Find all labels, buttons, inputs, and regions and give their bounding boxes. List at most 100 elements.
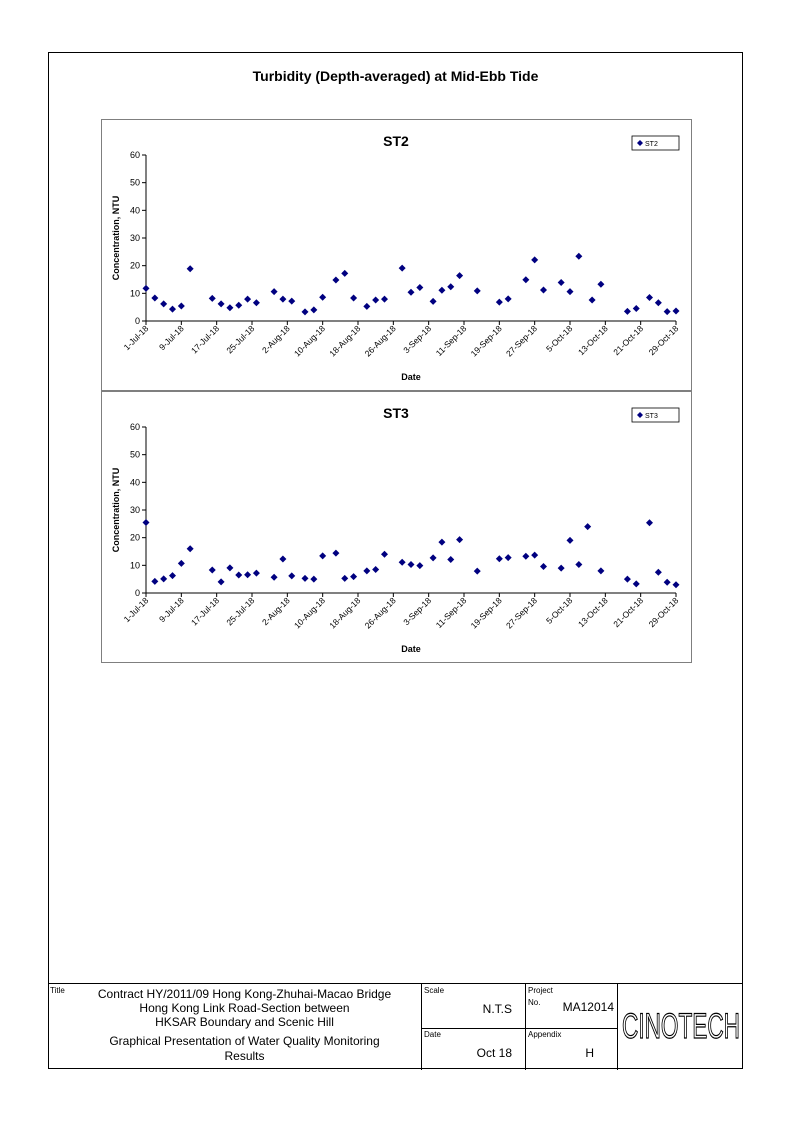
data-point bbox=[244, 571, 252, 579]
data-point bbox=[151, 577, 159, 585]
data-point bbox=[456, 272, 464, 280]
appendix-value: H bbox=[585, 1046, 594, 1060]
x-tick-label: 3-Sep-18 bbox=[401, 595, 433, 627]
x-tick-label: 29-Oct-18 bbox=[647, 323, 681, 357]
x-tick-label: 29-Oct-18 bbox=[647, 595, 681, 629]
legend-box bbox=[631, 135, 680, 151]
y-tick-label: 40 bbox=[130, 477, 140, 487]
x-tick-label: 21-Oct-18 bbox=[611, 323, 645, 357]
data-point bbox=[566, 536, 574, 544]
data-point bbox=[301, 574, 309, 582]
data-point bbox=[575, 252, 583, 260]
title-label: Title bbox=[50, 986, 65, 995]
legend-label: ST3 bbox=[645, 413, 658, 420]
x-tick-label: 17-Jul-18 bbox=[189, 595, 221, 627]
y-tick-label: 30 bbox=[130, 505, 140, 515]
data-point bbox=[531, 551, 539, 559]
y-tick-label: 10 bbox=[130, 560, 140, 570]
data-point bbox=[381, 550, 388, 558]
x-tick-label: 5-Oct-18 bbox=[544, 595, 575, 626]
data-point bbox=[646, 519, 653, 527]
appendix-label: Appendix bbox=[528, 1030, 562, 1039]
title-block: Title Contract HY/2011/09 Hong Kong-Zhuh… bbox=[48, 983, 743, 1070]
x-tick-label: 13-Oct-18 bbox=[576, 323, 610, 357]
x-tick-label: 9-Jul-18 bbox=[157, 323, 186, 352]
x-tick-label: 17-Jul-18 bbox=[189, 323, 221, 355]
data-point bbox=[160, 300, 168, 308]
data-point bbox=[438, 538, 446, 546]
data-point bbox=[416, 284, 424, 292]
data-point bbox=[372, 565, 380, 573]
x-tick-label: 26-Aug-18 bbox=[363, 595, 398, 630]
data-point bbox=[416, 562, 424, 570]
x-tick-label: 1-Jul-18 bbox=[122, 595, 151, 624]
data-point bbox=[363, 302, 371, 310]
y-tick-label: 10 bbox=[130, 288, 140, 298]
x-tick-label: 18-Aug-18 bbox=[327, 323, 362, 358]
page-frame bbox=[48, 52, 743, 1069]
data-point bbox=[301, 308, 309, 316]
data-point bbox=[217, 300, 225, 308]
data-point bbox=[473, 567, 481, 575]
date-label: Date bbox=[424, 1030, 441, 1039]
data-point bbox=[186, 265, 194, 273]
date-value: Oct 18 bbox=[476, 1046, 512, 1060]
y-axis-label: Concentration, NTU bbox=[111, 468, 121, 553]
legend-marker bbox=[637, 140, 643, 146]
data-point bbox=[654, 299, 662, 307]
page-title: Turbidity (Depth-averaged) at Mid-Ebb Ti… bbox=[252, 68, 539, 84]
data-point bbox=[332, 549, 340, 557]
data-point bbox=[226, 304, 234, 312]
data-point bbox=[672, 581, 680, 589]
contract-title: Contract HY/2011/09 Hong Kong-Zhuhai-Mac… bbox=[48, 987, 421, 1029]
y-tick-label: 20 bbox=[130, 533, 140, 543]
no-label: No. bbox=[528, 998, 541, 1007]
data-point bbox=[363, 567, 371, 575]
data-point bbox=[177, 302, 185, 310]
y-tick-label: 0 bbox=[135, 316, 140, 326]
data-point bbox=[310, 306, 318, 314]
y-tick-label: 60 bbox=[130, 422, 140, 432]
x-tick-label: 25-Jul-18 bbox=[224, 595, 256, 627]
data-point bbox=[398, 558, 406, 566]
y-tick-label: 60 bbox=[130, 150, 140, 160]
title-line-1: Contract HY/2011/09 Hong Kong-Zhuhai-Mac… bbox=[97, 987, 392, 1001]
data-point bbox=[169, 305, 176, 313]
legend-label: ST2 bbox=[645, 141, 658, 148]
x-axis-label: Date bbox=[401, 644, 421, 654]
data-point bbox=[429, 554, 437, 562]
data-point bbox=[522, 276, 530, 284]
x-tick-label: 10-Aug-18 bbox=[292, 323, 327, 358]
title-line-3: HKSAR Boundary and Scenic Hill bbox=[155, 1015, 334, 1029]
data-point bbox=[588, 296, 596, 304]
data-point bbox=[663, 308, 671, 316]
data-point bbox=[186, 545, 194, 553]
data-point bbox=[372, 296, 380, 304]
project-label: Project bbox=[528, 986, 553, 995]
data-point bbox=[522, 552, 530, 560]
y-axis-label: Concentration, NTU bbox=[111, 196, 121, 281]
x-tick-label: 10-Aug-18 bbox=[292, 595, 327, 630]
x-axis-label: Date bbox=[401, 372, 421, 382]
divider bbox=[421, 1028, 617, 1029]
data-point bbox=[663, 578, 671, 586]
title-line-2: Hong Kong Link Road-Section between bbox=[139, 1001, 350, 1015]
data-point bbox=[646, 293, 653, 301]
data-point bbox=[332, 276, 340, 284]
x-tick-label: 19-Sep-18 bbox=[469, 595, 504, 630]
cinotech-logo: CINOTECH bbox=[621, 1006, 740, 1046]
data-point bbox=[169, 572, 176, 580]
x-tick-label: 11-Sep-18 bbox=[434, 323, 469, 358]
data-point bbox=[540, 562, 547, 570]
data-point bbox=[447, 283, 455, 291]
x-tick-label: 2-Aug-18 bbox=[260, 595, 292, 627]
chart-st2: ST2 0 10 20 30 40 50 60 1-Jul-18 9-Jul-18 17-Jul-1… bbox=[101, 119, 692, 391]
data-point bbox=[429, 297, 437, 305]
data-point bbox=[632, 580, 640, 588]
data-point bbox=[504, 554, 512, 562]
data-point bbox=[279, 555, 287, 563]
chart-title: ST2 bbox=[383, 133, 409, 149]
data-point bbox=[252, 569, 260, 577]
company-logo: CINOTECH bbox=[619, 1006, 743, 1049]
legend-box bbox=[631, 407, 680, 423]
